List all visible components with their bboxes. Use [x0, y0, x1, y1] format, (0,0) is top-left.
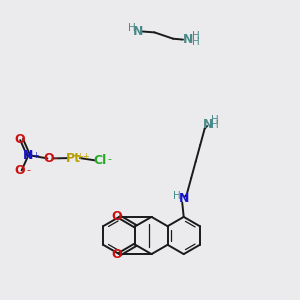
Text: -: -	[107, 154, 111, 164]
Text: O: O	[112, 209, 122, 223]
Text: N: N	[183, 33, 193, 46]
Text: O: O	[44, 152, 54, 165]
Text: ++: ++	[76, 152, 90, 161]
Text: N: N	[203, 118, 214, 131]
Text: H: H	[192, 37, 200, 47]
Text: -: -	[26, 165, 30, 175]
Text: O: O	[15, 133, 26, 146]
Text: H: H	[128, 23, 135, 33]
Text: H: H	[173, 191, 181, 201]
Text: -: -	[54, 153, 58, 163]
Text: N: N	[133, 25, 143, 38]
Text: Cl: Cl	[94, 154, 107, 167]
Text: N: N	[178, 192, 189, 205]
Text: O: O	[15, 164, 26, 177]
Text: Pt: Pt	[66, 152, 81, 165]
Text: H: H	[211, 121, 219, 130]
Text: O: O	[112, 248, 122, 262]
Text: H: H	[192, 31, 200, 41]
Text: H: H	[211, 116, 219, 125]
Text: +: +	[32, 151, 38, 160]
Text: N: N	[23, 148, 34, 162]
